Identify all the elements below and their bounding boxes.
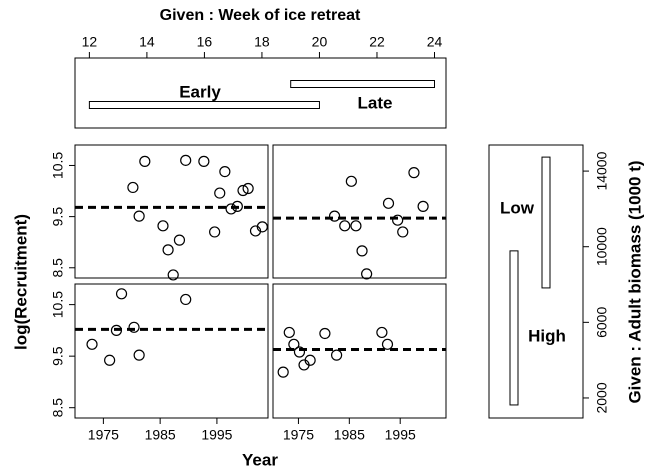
y-tick-label: 2000: [594, 382, 610, 413]
x-tick-label: 18: [254, 34, 270, 50]
y-tick-label: 9.5: [50, 346, 66, 366]
point: [198, 155, 210, 167]
point: [180, 154, 192, 166]
point: [167, 269, 179, 281]
y-tick-label: 14000: [594, 151, 610, 190]
point: [173, 234, 186, 246]
x-tick-label: 16: [197, 34, 213, 50]
point: [283, 326, 295, 339]
point: [392, 214, 404, 226]
y-tick-label: 8.5: [50, 258, 66, 278]
point: [219, 166, 231, 178]
panel: [272, 144, 447, 279]
given-right-label: Given : Adult biomass (1000 t): [625, 160, 644, 403]
point: [133, 210, 145, 222]
x-tick-label: 20: [312, 34, 328, 50]
y-axis-label: log(Recruitment): [11, 214, 30, 350]
point: [350, 220, 362, 232]
point: [376, 326, 388, 339]
panel: [74, 283, 269, 419]
interval-label: Low: [500, 198, 535, 217]
point: [319, 327, 331, 340]
point: [162, 244, 174, 256]
point: [127, 181, 139, 194]
point: [382, 197, 395, 209]
x-tick-label: 14: [139, 34, 155, 50]
point: [242, 182, 254, 195]
x-tick-label: 1985: [145, 427, 176, 443]
x-tick-label: 1985: [334, 427, 365, 443]
point: [157, 220, 169, 232]
point: [331, 349, 343, 361]
given-top-panel: [74, 57, 447, 129]
interval-label: Late: [358, 93, 393, 112]
y-tick-label: 10000: [594, 227, 610, 266]
y-tick-label: 6000: [594, 307, 610, 338]
point: [237, 184, 249, 197]
point: [417, 200, 429, 212]
y-tick-label: 10.5: [50, 152, 66, 179]
x-tick-label: 22: [369, 34, 385, 50]
point: [133, 349, 145, 361]
point: [115, 288, 128, 300]
interval-bar: [290, 80, 435, 88]
x-tick-label: 1995: [385, 427, 416, 443]
point: [339, 220, 351, 232]
point: [86, 338, 98, 350]
point: [361, 268, 373, 280]
y-tick-label: 8.5: [50, 398, 66, 418]
point: [277, 366, 289, 378]
point: [293, 346, 306, 358]
interval-label: High: [528, 326, 566, 345]
x-tick-label: 12: [82, 34, 98, 50]
point: [397, 226, 409, 238]
y-tick-label: 9.5: [50, 207, 66, 227]
interval-label: Early: [179, 82, 221, 101]
point: [408, 167, 420, 179]
x-tick-label: 1975: [88, 427, 119, 443]
interval-bar: [541, 156, 551, 289]
point: [256, 221, 268, 233]
interval-bar: [509, 250, 519, 406]
x-axis-label: Year: [242, 450, 278, 469]
point: [209, 226, 221, 238]
given-right-panel: [488, 144, 584, 419]
panel: [74, 144, 269, 279]
point: [180, 293, 192, 306]
point: [128, 321, 140, 333]
interval-bar: [88, 101, 320, 109]
point: [381, 338, 394, 350]
point: [356, 245, 368, 257]
point: [225, 203, 237, 215]
panel: [272, 283, 447, 419]
x-tick-label: 1995: [201, 427, 232, 443]
y-tick-label: 10.5: [50, 291, 66, 318]
x-tick-label: 1975: [283, 427, 314, 443]
point: [345, 175, 357, 187]
point: [139, 155, 151, 167]
x-tick-label: 24: [427, 34, 443, 50]
point: [328, 210, 341, 222]
point: [304, 354, 316, 366]
given-top-label: Given : Week of ice retreat: [160, 7, 361, 24]
point: [214, 187, 226, 199]
point: [104, 354, 116, 366]
